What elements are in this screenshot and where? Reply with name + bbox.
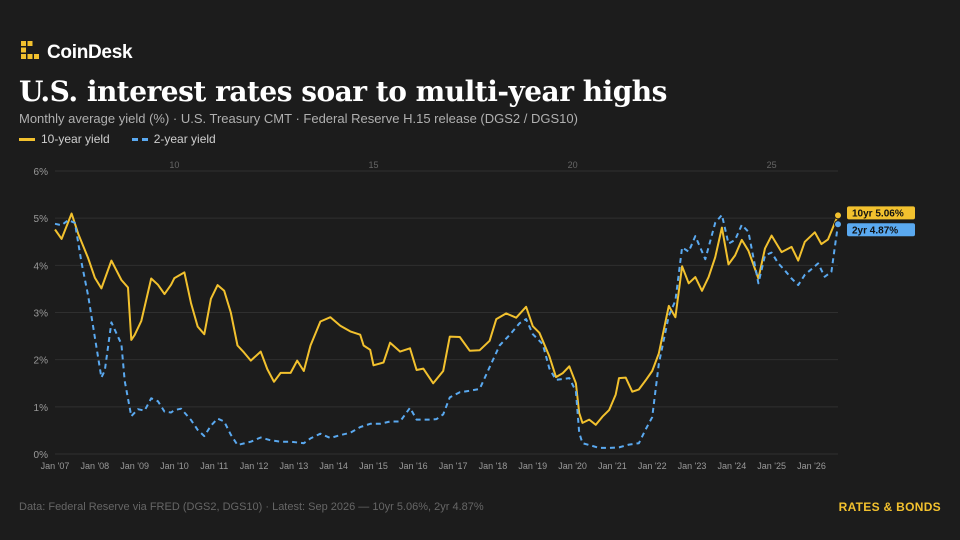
y-tick-label: 1% — [34, 403, 49, 414]
series-line-two-year — [54, 213, 839, 449]
legend-label-two-year: 2-year yield — [153, 132, 216, 146]
x-tick-label: Jan '10 — [160, 461, 189, 471]
category-label: RATES & BONDS — [838, 500, 941, 514]
chart-subtitle: Monthly average yield (%) · U.S. Treasur… — [19, 111, 578, 126]
x-tick-label: Jan '19 — [518, 461, 547, 471]
x-tick-label: Jan '20 — [558, 461, 587, 471]
top-tick-label: 20 — [568, 160, 578, 170]
x-tick-label: Jan '14 — [319, 461, 348, 471]
y-tick-label: 5% — [34, 214, 49, 225]
x-tick-label: Jan '26 — [797, 461, 826, 471]
x-tick-label: Jan '16 — [399, 461, 428, 471]
end-badge-ten-year — [847, 206, 915, 220]
end-marker-ten-year — [834, 211, 842, 220]
legend-label-ten-year: 10-year yield — [41, 132, 110, 146]
end-label-two-year: 2yr 4.87% — [852, 225, 898, 236]
top-tick-label: 25 — [767, 160, 777, 170]
series-line-ten-year — [54, 212, 839, 426]
y-tick-label: 3% — [34, 309, 49, 320]
x-tick-label: Jan '09 — [120, 461, 149, 471]
x-tick-label: Jan '21 — [598, 461, 627, 471]
top-tick-label: 15 — [369, 160, 379, 170]
y-tick-label: 2% — [34, 356, 49, 367]
x-tick-label: Jan '24 — [717, 461, 746, 471]
x-tick-label: Jan '11 — [200, 461, 228, 471]
x-tick-label: Jan '07 — [41, 461, 70, 471]
footer-source: Data: Federal Reserve via FRED (DGS2, DG… — [19, 501, 484, 513]
x-tick-label: Jan '23 — [678, 461, 707, 471]
x-tick-label: Jan '18 — [479, 461, 508, 471]
y-tick-label: 6% — [34, 167, 49, 178]
legend-item-ten-year: 10-year yield — [19, 132, 110, 146]
x-tick-label: Jan '12 — [240, 461, 269, 471]
x-tick-label: Jan '25 — [757, 461, 786, 471]
y-tick-label: 4% — [34, 261, 49, 272]
x-tick-label: Jan '17 — [439, 461, 468, 471]
x-tick-label: Jan '13 — [280, 461, 309, 471]
x-tick-label: Jan '08 — [80, 461, 109, 471]
y-tick-label: 0% — [34, 450, 49, 461]
chart-legend: 10-year yield 2-year yield — [19, 132, 238, 146]
coindesk-logo-icon — [19, 39, 41, 66]
x-tick-label: Jan '22 — [638, 461, 667, 471]
end-marker-two-year — [834, 220, 842, 229]
legend-swatch-two-year — [131, 137, 148, 141]
end-badge-two-year — [847, 223, 915, 237]
chart-title: U.S. interest rates soar to multi-year h… — [19, 75, 667, 108]
x-tick-label: Jan '15 — [359, 461, 388, 471]
top-tick-label: 10 — [169, 160, 179, 170]
legend-item-two-year: 2-year yield — [131, 132, 216, 146]
brand-header: CoinDesk — [19, 39, 133, 66]
end-label-ten-year: 10yr 5.06% — [852, 208, 904, 219]
legend-swatch-ten-year — [19, 137, 35, 141]
brand-name: CoinDesk — [47, 41, 133, 63]
